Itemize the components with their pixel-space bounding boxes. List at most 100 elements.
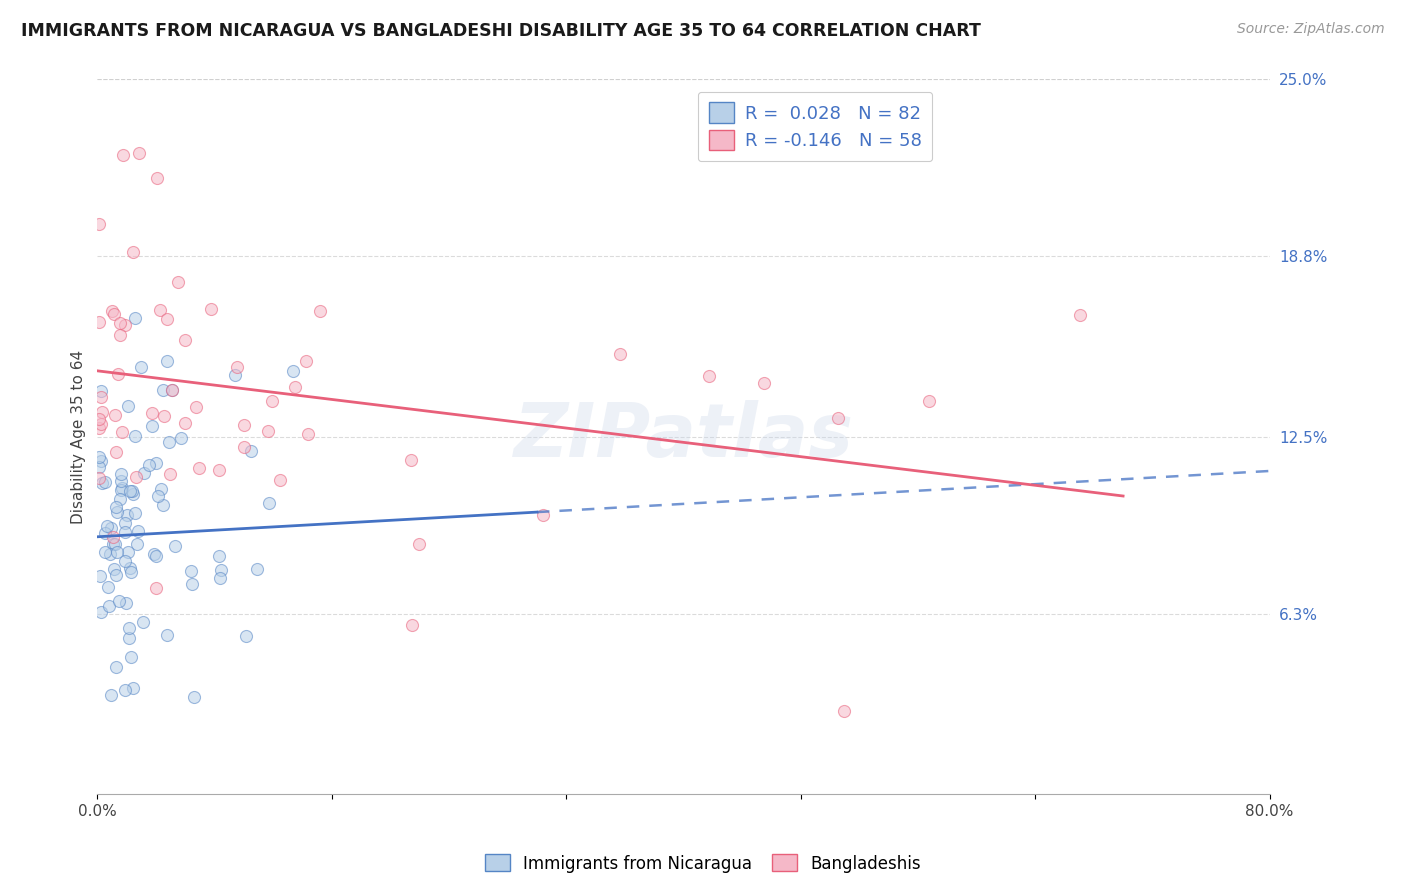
- Point: [89, 568, 111, 582]
- Point: [122, 681, 145, 695]
- Point: [90, 453, 112, 467]
- Point: [114, 682, 136, 697]
- Point: [156, 628, 179, 642]
- Point: [609, 347, 631, 361]
- Point: [87, 459, 110, 474]
- Point: [90, 606, 112, 620]
- Point: [240, 444, 263, 458]
- Point: [128, 146, 150, 161]
- Point: [141, 406, 163, 420]
- Point: [96, 580, 118, 594]
- Point: [235, 629, 257, 643]
- Point: [118, 621, 141, 635]
- Point: [90, 384, 112, 398]
- Point: [143, 547, 166, 561]
- Point: [89, 471, 111, 485]
- Point: [96, 519, 118, 533]
- Point: [90, 417, 112, 431]
- Point: [121, 483, 143, 498]
- Point: [93, 525, 115, 540]
- Point: [134, 467, 156, 481]
- Point: [401, 618, 423, 632]
- Point: [87, 411, 110, 425]
- Point: [697, 368, 720, 383]
- Legend: Immigrants from Nicaragua, Bangladeshis: Immigrants from Nicaragua, Bangladeshis: [478, 847, 928, 880]
- Point: [162, 383, 184, 397]
- Point: [208, 549, 231, 563]
- Point: [107, 545, 129, 559]
- Point: [87, 450, 110, 464]
- Point: [115, 508, 138, 523]
- Point: [104, 660, 127, 674]
- Text: ZIPatlas: ZIPatlas: [513, 401, 853, 473]
- Point: [87, 315, 110, 329]
- Point: [107, 367, 129, 381]
- Point: [132, 615, 155, 630]
- Point: [399, 453, 422, 467]
- Point: [918, 394, 941, 409]
- Point: [162, 383, 184, 397]
- Point: [104, 408, 127, 422]
- Point: [103, 306, 125, 320]
- Point: [124, 310, 146, 325]
- Point: [145, 549, 167, 563]
- Point: [112, 148, 135, 162]
- Point: [149, 302, 172, 317]
- Point: [124, 506, 146, 520]
- Point: [257, 496, 280, 510]
- Point: [184, 400, 207, 414]
- Point: [200, 302, 222, 317]
- Point: [308, 304, 330, 318]
- Point: [297, 427, 319, 442]
- Point: [153, 409, 176, 424]
- Point: [108, 491, 131, 506]
- Point: [281, 364, 304, 378]
- Point: [209, 571, 232, 585]
- Point: [145, 581, 167, 595]
- Point: [117, 544, 139, 558]
- Point: [174, 333, 197, 347]
- Point: [110, 483, 132, 497]
- Point: [125, 537, 148, 551]
- Point: [166, 275, 188, 289]
- Point: [295, 354, 318, 368]
- Point: [94, 545, 117, 559]
- Point: [100, 521, 122, 535]
- Point: [121, 565, 143, 579]
- Point: [208, 463, 231, 477]
- Point: [209, 563, 232, 577]
- Point: [100, 688, 122, 702]
- Point: [124, 470, 146, 484]
- Point: [138, 458, 160, 472]
- Point: [408, 537, 430, 551]
- Point: [124, 429, 146, 443]
- Point: [105, 445, 128, 459]
- Point: [148, 489, 170, 503]
- Legend: R =  0.028   N = 82, R = -0.146   N = 58: R = 0.028 N = 82, R = -0.146 N = 58: [697, 92, 932, 161]
- Point: [103, 531, 125, 545]
- Text: IMMIGRANTS FROM NICARAGUA VS BANGLADESHI DISABILITY AGE 35 TO 64 CORRELATION CHA: IMMIGRANTS FROM NICARAGUA VS BANGLADESHI…: [21, 22, 981, 40]
- Point: [163, 540, 186, 554]
- Point: [159, 467, 181, 481]
- Point: [152, 498, 174, 512]
- Point: [122, 487, 145, 501]
- Point: [110, 475, 132, 489]
- Point: [105, 568, 128, 582]
- Point: [98, 599, 121, 614]
- Point: [224, 368, 246, 382]
- Point: [180, 564, 202, 578]
- Point: [156, 312, 179, 326]
- Point: [103, 537, 125, 551]
- Point: [115, 596, 138, 610]
- Point: [103, 561, 125, 575]
- Point: [226, 360, 249, 375]
- Point: [174, 416, 197, 430]
- Point: [110, 467, 132, 481]
- Point: [180, 577, 202, 591]
- Point: [157, 434, 180, 449]
- Text: Source: ZipAtlas.com: Source: ZipAtlas.com: [1237, 22, 1385, 37]
- Point: [98, 548, 121, 562]
- Point: [105, 505, 128, 519]
- Point: [118, 561, 141, 575]
- Point: [127, 524, 149, 538]
